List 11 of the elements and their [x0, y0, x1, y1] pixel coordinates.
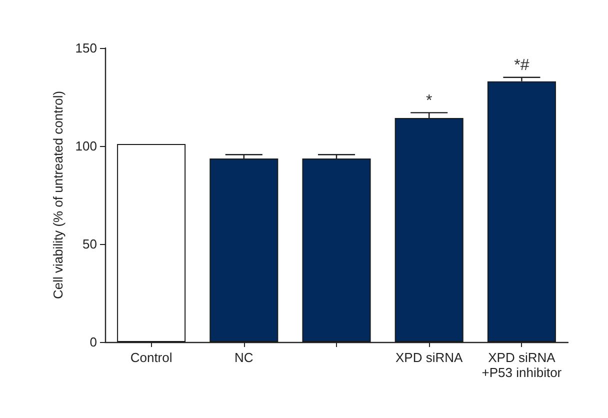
y-tick-label: 150 [75, 40, 97, 56]
x-tick-label: NC [234, 350, 254, 365]
x-tick-label: Control [130, 350, 172, 365]
x-tick-label: XPD siRNA [396, 350, 464, 365]
y-tick-label: 0 [90, 334, 97, 350]
annotation: *# [514, 56, 530, 74]
y-tick-label: 50 [82, 236, 97, 252]
x-tick-label: XPD siRNA +P53 inhibitor [482, 350, 562, 380]
y-tick-label: 100 [75, 138, 97, 154]
annotation: * [426, 92, 432, 110]
y-axis-title: Cell viability (% of untreated control) [50, 90, 66, 300]
